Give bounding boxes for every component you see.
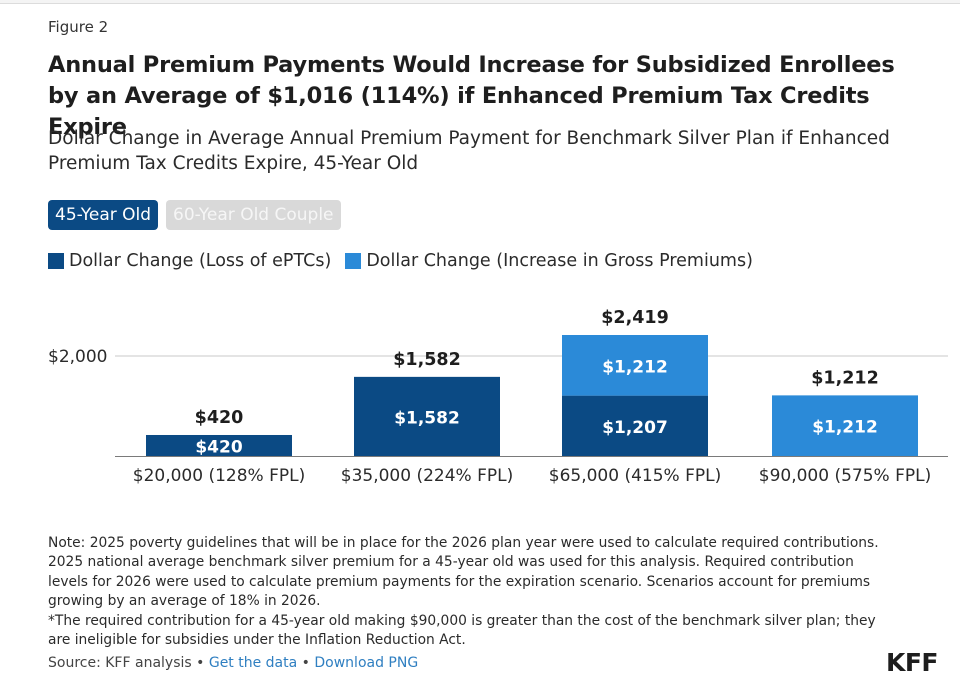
bar-value-label: $1,582 xyxy=(394,408,460,428)
legend-item-gross-premiums: Dollar Change (Increase in Gross Premium… xyxy=(345,251,753,271)
bar-segment xyxy=(772,395,918,456)
bar-segment xyxy=(354,376,500,456)
bar-total-label: $420 xyxy=(195,408,244,428)
chart-subtitle: Dollar Change in Average Annual Premium … xyxy=(48,128,890,174)
bar-value-label: $420 xyxy=(195,437,242,457)
legend-item-loss-of-eptcs: Dollar Change (Loss of ePTCs) xyxy=(48,251,331,271)
get-the-data-link[interactable]: Get the data xyxy=(208,655,298,671)
bar-value-label: $1,212 xyxy=(602,357,668,377)
y-tick-label: $2,000 xyxy=(48,347,107,367)
chart-legend: Dollar Change (Loss of ePTCs) Dollar Cha… xyxy=(48,251,753,271)
bar-value-label: $1,207 xyxy=(602,418,668,438)
bar-segment xyxy=(146,434,292,456)
source-text: Source: KFF analysis xyxy=(48,655,192,671)
bar-total-label: $1,582 xyxy=(393,350,461,370)
x-tick-label: $20,000 (128% FPL) xyxy=(133,466,305,486)
source-line: Source: KFF analysis • Get the data • Do… xyxy=(48,655,418,671)
legend-swatch-light xyxy=(345,253,362,269)
top-border xyxy=(0,0,960,4)
note-paragraph: *The required contribution for a 45-year… xyxy=(48,612,876,649)
toggle-60-year-old-couple[interactable]: 60-Year Old Couple xyxy=(166,200,341,230)
x-tick-label: $90,000 (575% FPL) xyxy=(759,466,931,486)
x-tick-label: $65,000 (415% FPL) xyxy=(549,466,721,486)
chart-title: Annual Premium Payments Would Increase f… xyxy=(48,52,895,140)
legend-swatch-dark xyxy=(48,253,64,269)
age-toggle-group: 45-Year Old 60-Year Old Couple xyxy=(48,200,341,230)
bar-total-label: $1,212 xyxy=(811,368,879,388)
bar-segment xyxy=(562,395,708,456)
bar-chart: $2,000 $420 $420 $20,000 (128% FPL) $1,582 $1… xyxy=(48,308,948,486)
bar-segment xyxy=(562,335,708,396)
bar-value-label: $1,212 xyxy=(812,418,878,438)
separator: • xyxy=(196,655,205,671)
separator: • xyxy=(301,655,310,671)
chart-note: Note: 2025 poverty guidelines that will … xyxy=(48,534,898,650)
legend-label: Dollar Change (Increase in Gross Premium… xyxy=(366,251,753,271)
figure-label: Figure 2 xyxy=(48,18,109,36)
download-png-link[interactable]: Download PNG xyxy=(314,655,419,671)
note-paragraph: Note: 2025 poverty guidelines that will … xyxy=(48,535,879,610)
x-tick-label: $35,000 (224% FPL) xyxy=(341,466,513,486)
legend-label: Dollar Change (Loss of ePTCs) xyxy=(69,251,332,271)
toggle-45-year-old[interactable]: 45-Year Old xyxy=(48,200,159,230)
kff-logo: KFF xyxy=(885,648,939,677)
bar-total-label: $2,419 xyxy=(601,308,669,328)
